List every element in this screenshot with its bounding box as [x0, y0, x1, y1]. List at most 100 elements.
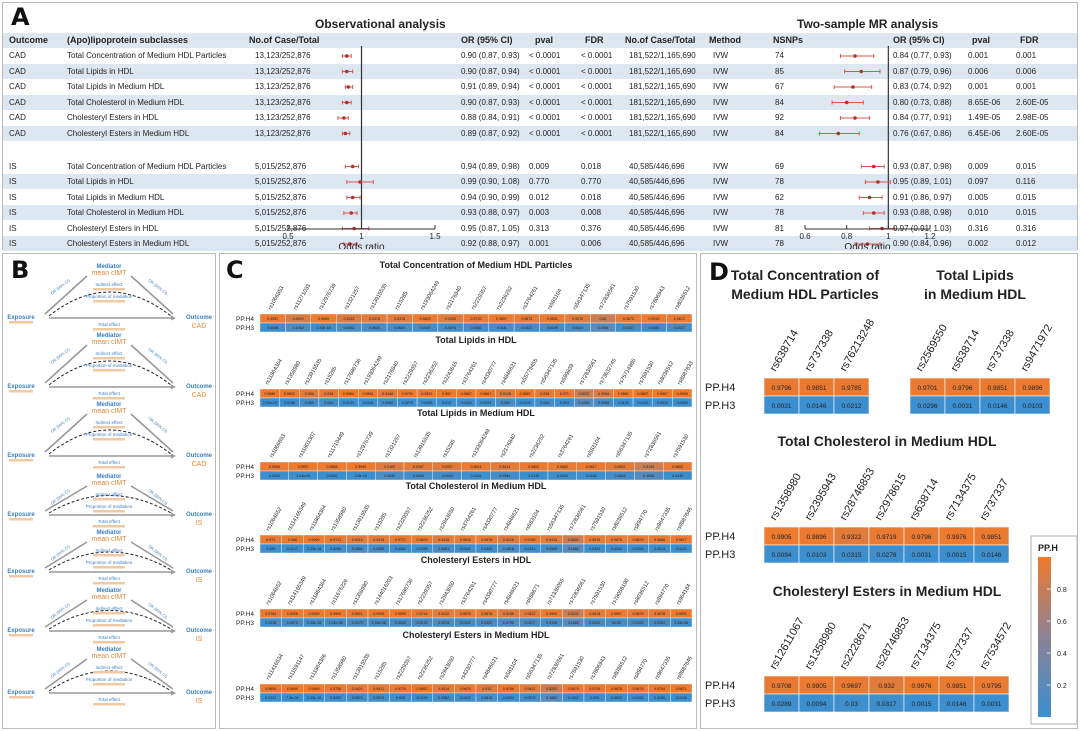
cell-value: 2.5e-15 — [355, 474, 367, 478]
exposure-name — [9, 634, 33, 637]
cell-value: 3.04e-05 — [296, 474, 310, 478]
table-row: IS Total Cholesterol in Medium HDL 5,015/2… — [3, 205, 1077, 220]
snp-label: rs72836561 — [568, 504, 588, 532]
row-label: PP.H3 — [705, 549, 735, 561]
proportion-value — [93, 566, 125, 569]
proportion-value — [93, 624, 125, 627]
indirect-path — [48, 291, 172, 317]
cell-value: 0.9796 — [953, 385, 973, 392]
snp-label: rs11864364 — [309, 504, 329, 532]
cell-value: 0.9676 — [460, 538, 471, 542]
snp-label: rs638714 — [908, 477, 941, 523]
snp-label: rs737337 — [978, 477, 1011, 523]
mr-method-cell: IVW — [713, 82, 729, 91]
cell-value: 0.0324 — [589, 547, 600, 551]
cell-value: 0.971 — [560, 392, 569, 396]
pp-h3-cell — [670, 543, 693, 554]
snp-label: rs7591530 — [672, 433, 690, 459]
snp-label: rs78058190 — [611, 578, 631, 606]
pp-h3-cell — [663, 470, 693, 481]
indirect-effect-label: Indirect effect — [96, 548, 124, 553]
snp-label: rs3764261 — [461, 360, 479, 386]
mr-fdr-cell: 0.015 — [1016, 161, 1037, 171]
total-effect-label: Total effect — [98, 576, 120, 581]
outcome-cell: IS — [9, 161, 17, 171]
total-effect-label: Total effect — [98, 635, 120, 640]
column-header: FDR — [1020, 35, 1039, 45]
mr-fdr-cell: 0.015 — [1016, 192, 1037, 202]
table-row: IS Total Lipids in HDL 5,015/252,876 0.99 (… — [3, 174, 1077, 189]
snp-label: rs7134375 — [943, 471, 979, 522]
cell-value: 0.0123 — [676, 547, 687, 551]
mr-or-ci-cell: 0.91 (0.86, 0.97) — [893, 192, 952, 202]
row-label: PP.H3 — [236, 546, 254, 553]
cell-value: 0.9796 — [503, 687, 514, 691]
snp-label: rs2236252 — [417, 655, 435, 681]
mr-pval-cell: 6.45E-06 — [968, 128, 1001, 138]
cell-value: 0.0092 — [269, 474, 280, 478]
case-total-cell: 13,123/252,876 — [255, 128, 311, 138]
arrowhead-icon — [171, 512, 176, 518]
heatmap-title: Total Concentration of — [731, 267, 880, 283]
cell-value: 0.0322 — [568, 696, 579, 700]
cell-value: 0.082 — [501, 401, 510, 405]
cell-value: 0.9999 — [309, 612, 320, 616]
cell-value: 0.9861 — [618, 392, 629, 396]
cell-value: 0.0296 — [918, 403, 938, 410]
snp-label: rs9471972 — [1019, 322, 1055, 373]
cell-value: 0.9686 — [654, 538, 665, 542]
table-header: Outcome (Apo)lipoprotein subclasses No.of … — [3, 33, 1077, 48]
mr-or-ci-cell: 0.83 (0.74, 0.92) — [893, 82, 952, 91]
snp-label: rs583104 — [525, 509, 542, 532]
proportion-value — [93, 369, 125, 372]
cell-value: 0.9997 — [611, 612, 622, 616]
cell-value: 0.9678 — [481, 612, 492, 616]
snp-label: rs73632745 — [598, 358, 618, 386]
arrowhead-icon — [171, 315, 176, 321]
mr-pval-cell: 0.006 — [968, 66, 989, 76]
total-effect-value — [93, 641, 125, 644]
snp-label: rs11864366 — [309, 653, 329, 681]
fdr-cell: 0.018 — [581, 192, 602, 202]
or-ci-cell: 0.95 (0.87, 1.05) — [461, 223, 520, 233]
row-label: PP.H3 — [236, 620, 254, 627]
mr-pval-cell: 0.001 — [968, 82, 989, 91]
mr-method-cell: IVW — [713, 239, 729, 248]
total-effect-label: Total effect — [98, 322, 120, 327]
snp-label: rs964184 — [676, 583, 693, 606]
snp-label: rs7591530 — [637, 360, 655, 386]
cell-value: 0.016 — [497, 326, 506, 330]
cell-value: 0.0624 — [369, 326, 380, 330]
snp-label: rs56347135 — [525, 653, 545, 681]
snp-label: rs1358980 — [330, 506, 348, 532]
cell-value: 0.9984 — [343, 392, 354, 396]
cell-value: 0.8202 — [546, 687, 557, 691]
cell-value: 0.0126 — [676, 696, 687, 700]
cell-value: 0.9156 — [503, 612, 514, 616]
cell-value: 0.9708 — [772, 683, 792, 690]
snp-label: rs193064249 — [363, 355, 384, 386]
cell-value: 0.9719 — [877, 534, 897, 541]
mr-nsnps-cell: 84 — [775, 128, 784, 138]
pp-h3-cell — [973, 544, 1010, 564]
mr-or-ci-cell: 0.97 (0.91, 1.03) — [893, 223, 952, 233]
cell-value: 0.0582 — [438, 696, 449, 700]
cell-value: 0.9415 — [373, 538, 384, 542]
cell-value: 0.8302 — [568, 538, 579, 542]
cell-value: 0.0094 — [677, 401, 688, 405]
cell-value: 0.9415 — [352, 538, 363, 542]
fdr-cell: < 0.0001 — [581, 97, 613, 107]
cell-value: 0.8195 — [643, 465, 654, 469]
proportion-value — [93, 510, 125, 513]
cell-value: 0.029 — [590, 696, 599, 700]
cell-value: 0.0322 — [460, 621, 471, 625]
snp-label: rs11591147 — [287, 654, 306, 681]
exposure-label: Exposure — [7, 569, 35, 575]
cell-value: 0.9678 — [611, 687, 622, 691]
subclass-cell: Cholesteryl Esters in Medium HDL — [67, 239, 190, 248]
cell-value: 0.8202 — [568, 612, 579, 616]
column-header: (Apo)lipoprotein subclasses — [67, 35, 189, 45]
cell-value: 0.0456 — [546, 621, 557, 625]
mr-or-ci-cell: 0.93 (0.87, 0.98) — [893, 161, 952, 171]
